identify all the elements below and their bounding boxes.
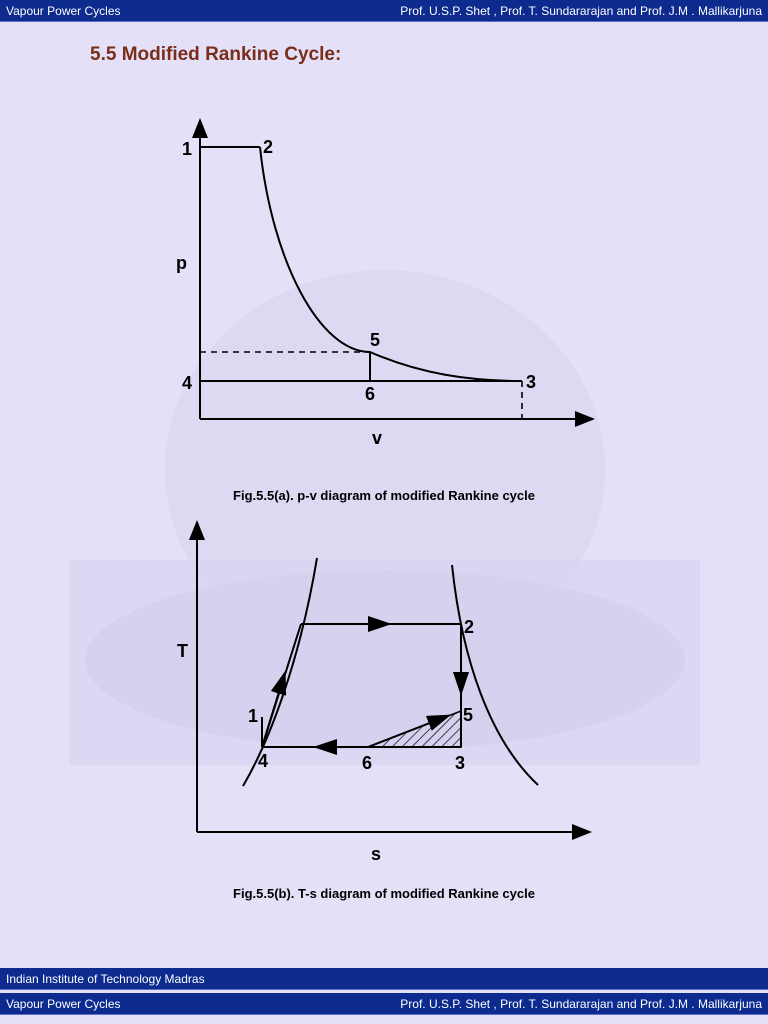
header-right-text: Prof. U.S.P. Shet , Prof. T. Sundararaja… xyxy=(400,4,762,18)
ts-diagram: T s 1 2 3 4 5 6 xyxy=(177,520,592,864)
header-bar: Vapour Power Cycles Prof. U.S.P. Shet , … xyxy=(0,0,768,22)
ts-diagram-caption: Fig.5.5(b). T-s diagram of modified Rank… xyxy=(233,886,535,901)
footer-bar: Vapour Power Cycles Prof. U.S.P. Shet , … xyxy=(0,993,768,1015)
pv-point-1: 1 xyxy=(182,139,192,159)
pv-expansion-curve xyxy=(259,146,523,382)
footer-left-text: Vapour Power Cycles xyxy=(6,997,121,1011)
footer-institute-text: Indian Institute of Technology Madras xyxy=(6,972,205,986)
saturated-vapour-line xyxy=(451,564,539,786)
saturated-liquid-line xyxy=(242,557,318,787)
pv-point-6: 6 xyxy=(365,384,375,404)
pv-point-3: 3 xyxy=(526,372,536,392)
ts-point-3: 3 xyxy=(455,753,465,773)
ts-point-6: 6 xyxy=(362,753,372,773)
pv-point-2: 2 xyxy=(263,137,273,157)
ts-point-5: 5 xyxy=(463,705,473,725)
footer-right-text: Prof. U.S.P. Shet , Prof. T. Sundararaja… xyxy=(400,997,762,1011)
pv-y-axis-label: p xyxy=(176,253,187,273)
section-title: 5.5 Modified Rankine Cycle: xyxy=(90,44,342,65)
pv-x-axis-label: v xyxy=(372,428,382,448)
pv-point-4: 4 xyxy=(182,373,192,393)
ts-y-axis-label: T xyxy=(177,641,188,661)
ts-x-axis-label: s xyxy=(371,844,381,864)
pv-diagram-caption: Fig.5.5(a). p-v diagram of modified Rank… xyxy=(233,488,535,503)
header-left-text: Vapour Power Cycles xyxy=(6,4,121,18)
ts-process-heating-line xyxy=(261,623,302,748)
ts-point-2: 2 xyxy=(464,617,474,637)
ts-process-5-6-arrow xyxy=(367,714,452,748)
ts-point-1: 1 xyxy=(248,706,258,726)
pv-diagram: p v 1 2 3 4 5 6 xyxy=(176,118,595,448)
footer-institute-bar: Indian Institute of Technology Madras xyxy=(0,968,768,990)
pv-point-5: 5 xyxy=(370,330,380,350)
ts-point-4: 4 xyxy=(258,751,268,771)
